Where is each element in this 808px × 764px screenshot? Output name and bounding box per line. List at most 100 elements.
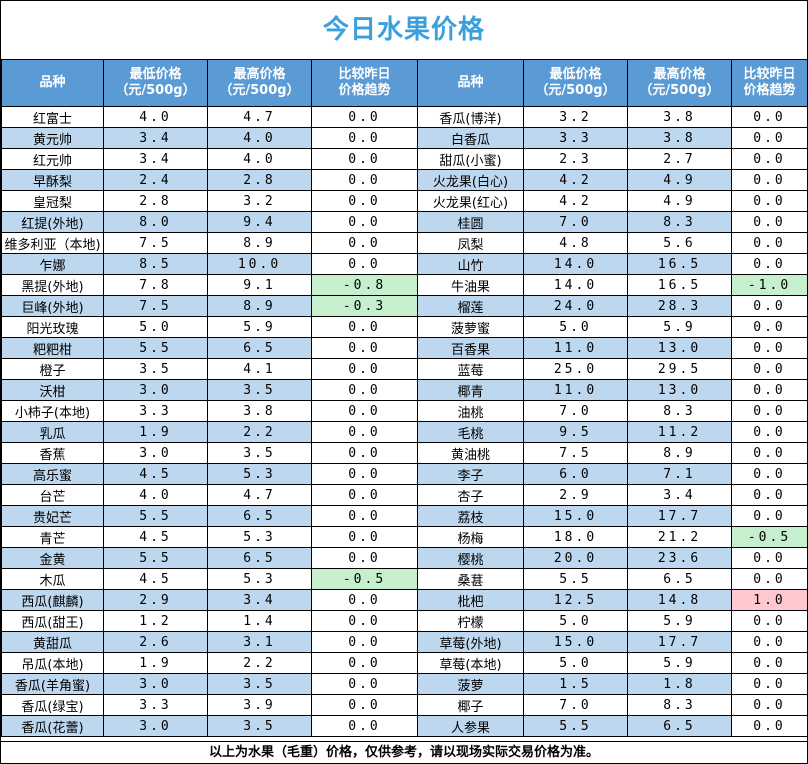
high-price-cell: 6.5 xyxy=(627,715,732,737)
high-price-cell: 4.9 xyxy=(627,169,732,191)
trend-cell: 0.0 xyxy=(731,211,808,233)
high-price-cell: 5.3 xyxy=(207,568,312,590)
low-price-cell: 1.9 xyxy=(103,652,208,674)
low-price-cell: 3.0 xyxy=(103,715,208,737)
high-price-cell: 9.1 xyxy=(207,274,312,296)
high-price-cell: 5.9 xyxy=(627,316,732,338)
trend-cell: -0.5 xyxy=(731,526,808,548)
trend-cell: 0.0 xyxy=(731,547,808,569)
fruit-name-cell: 西瓜(麒麟) xyxy=(1,589,104,611)
fruit-name-cell: 香瓜(花蕾) xyxy=(1,715,104,737)
trend-cell: 0.0 xyxy=(311,337,418,359)
fruit-name-cell: 牛油果 xyxy=(417,274,524,296)
trend-cell: 0.0 xyxy=(311,106,418,128)
low-price-cell: 2.3 xyxy=(523,148,628,170)
low-price-cell: 8.5 xyxy=(103,253,208,275)
trend-cell: 0.0 xyxy=(311,127,418,149)
low-price-cell: 4.0 xyxy=(103,106,208,128)
fruit-name-cell: 火龙果(红心) xyxy=(417,190,524,212)
table-row: 红元帅 3.4 4.0 0.0 甜瓜(小蜜) 2.3 2.7 0.0 xyxy=(1,148,808,170)
fruit-name-cell: 黄油桃 xyxy=(417,442,524,464)
high-price-cell: 13.0 xyxy=(627,379,732,401)
high-price-cell: 23.6 xyxy=(627,547,732,569)
low-price-cell: 3.3 xyxy=(103,400,208,422)
low-price-cell: 5.0 xyxy=(523,316,628,338)
high-price-cell: 3.8 xyxy=(207,400,312,422)
trend-cell: 0.0 xyxy=(731,610,808,632)
low-price-cell: 3.2 xyxy=(523,106,628,128)
low-price-cell: 4.5 xyxy=(103,568,208,590)
trend-cell: 0.0 xyxy=(731,505,808,527)
low-price-cell: 1.2 xyxy=(103,610,208,632)
low-price-cell: 2.9 xyxy=(103,589,208,611)
trend-cell: 1.0 xyxy=(731,589,808,611)
low-price-cell: 8.0 xyxy=(103,211,208,233)
trend-cell: 0.0 xyxy=(311,463,418,485)
high-price-cell: 5.3 xyxy=(207,526,312,548)
low-price-cell: 15.0 xyxy=(523,505,628,527)
trend-cell: 0.0 xyxy=(311,526,418,548)
header-high-price: 最高价格 （元/500g） xyxy=(207,59,312,107)
fruit-name-cell: 草莓(本地) xyxy=(417,652,524,674)
low-price-cell: 1.9 xyxy=(103,421,208,443)
trend-cell: 0.0 xyxy=(311,169,418,191)
fruit-name-cell: 甜瓜(小蜜) xyxy=(417,148,524,170)
table-row: 香瓜(绿宝) 3.3 3.9 0.0 椰子 7.0 8.3 0.0 xyxy=(1,694,808,716)
table-row: 香瓜(羊角蜜) 3.0 3.5 0.0 菠萝 1.5 1.8 0.0 xyxy=(1,673,808,695)
fruit-name-cell: 蓝莓 xyxy=(417,358,524,380)
low-price-cell: 3.3 xyxy=(523,127,628,149)
high-price-cell: 16.5 xyxy=(627,274,732,296)
fruit-name-cell: 粑粑柑 xyxy=(1,337,104,359)
table-row: 小柿子(本地) 3.3 3.8 0.0 油桃 7.0 8.3 0.0 xyxy=(1,400,808,422)
trend-cell: 0.0 xyxy=(731,400,808,422)
fruit-name-cell: 巨峰(外地) xyxy=(1,295,104,317)
high-price-cell: 9.4 xyxy=(207,211,312,233)
low-price-cell: 11.0 xyxy=(523,379,628,401)
trend-cell: 0.0 xyxy=(311,610,418,632)
low-price-cell: 2.4 xyxy=(103,169,208,191)
trend-cell: 0.0 xyxy=(311,442,418,464)
trend-cell: 0.0 xyxy=(731,106,808,128)
high-price-cell: 4.0 xyxy=(207,127,312,149)
low-price-cell: 14.0 xyxy=(523,274,628,296)
low-price-cell: 2.8 xyxy=(103,190,208,212)
table-row: 黄元帅 3.4 4.0 0.0 白香瓜 3.3 3.8 0.0 xyxy=(1,127,808,149)
trend-cell: 0.0 xyxy=(311,358,418,380)
high-price-cell: 14.8 xyxy=(627,589,732,611)
table-row: 阳光玫瑰 5.0 5.9 0.0 菠萝蜜 5.0 5.9 0.0 xyxy=(1,316,808,338)
high-price-cell: 2.8 xyxy=(207,169,312,191)
fruit-name-cell: 红提(外地) xyxy=(1,211,104,233)
table-row: 贵妃芒 5.5 6.5 0.0 荔枝 15.0 17.7 0.0 xyxy=(1,505,808,527)
table-row: 皇冠梨 2.8 3.2 0.0 火龙果(红心) 4.2 4.9 0.0 xyxy=(1,190,808,212)
high-price-cell: 5.9 xyxy=(627,652,732,674)
trend-cell: 0.0 xyxy=(311,715,418,737)
low-price-cell: 2.9 xyxy=(523,484,628,506)
high-price-cell: 8.9 xyxy=(207,232,312,254)
trend-cell: 0.0 xyxy=(731,673,808,695)
high-price-cell: 3.5 xyxy=(207,715,312,737)
low-price-cell: 3.0 xyxy=(103,379,208,401)
high-price-cell: 2.7 xyxy=(627,148,732,170)
table-row: 西瓜(麒麟) 2.9 3.4 0.0 枇杷 12.5 14.8 1.0 xyxy=(1,589,808,611)
low-price-cell: 5.5 xyxy=(523,715,628,737)
fruit-name-cell: 乍娜 xyxy=(1,253,104,275)
high-price-cell: 5.9 xyxy=(207,316,312,338)
trend-cell: -0.3 xyxy=(311,295,418,317)
low-price-cell: 7.5 xyxy=(523,442,628,464)
trend-cell: 0.0 xyxy=(731,652,808,674)
fruit-name-cell: 贵妃芒 xyxy=(1,505,104,527)
trend-cell: 0.0 xyxy=(731,190,808,212)
fruit-name-cell: 黄元帅 xyxy=(1,127,104,149)
footer-note: 以上为水果（毛重）价格，仅供参考，请以现场实际交易价格为准。 xyxy=(1,741,807,764)
low-price-cell: 14.0 xyxy=(523,253,628,275)
page-title: 今日水果价格 xyxy=(322,15,485,45)
fruit-name-cell: 菠萝蜜 xyxy=(417,316,524,338)
trend-cell: 0.0 xyxy=(311,190,418,212)
fruit-name-cell: 李子 xyxy=(417,463,524,485)
trend-cell: 0.0 xyxy=(311,652,418,674)
fruit-name-cell: 荔枝 xyxy=(417,505,524,527)
low-price-cell: 25.0 xyxy=(523,358,628,380)
fruit-name-cell: 西瓜(甜王) xyxy=(1,610,104,632)
fruit-name-cell: 黄甜瓜 xyxy=(1,631,104,653)
